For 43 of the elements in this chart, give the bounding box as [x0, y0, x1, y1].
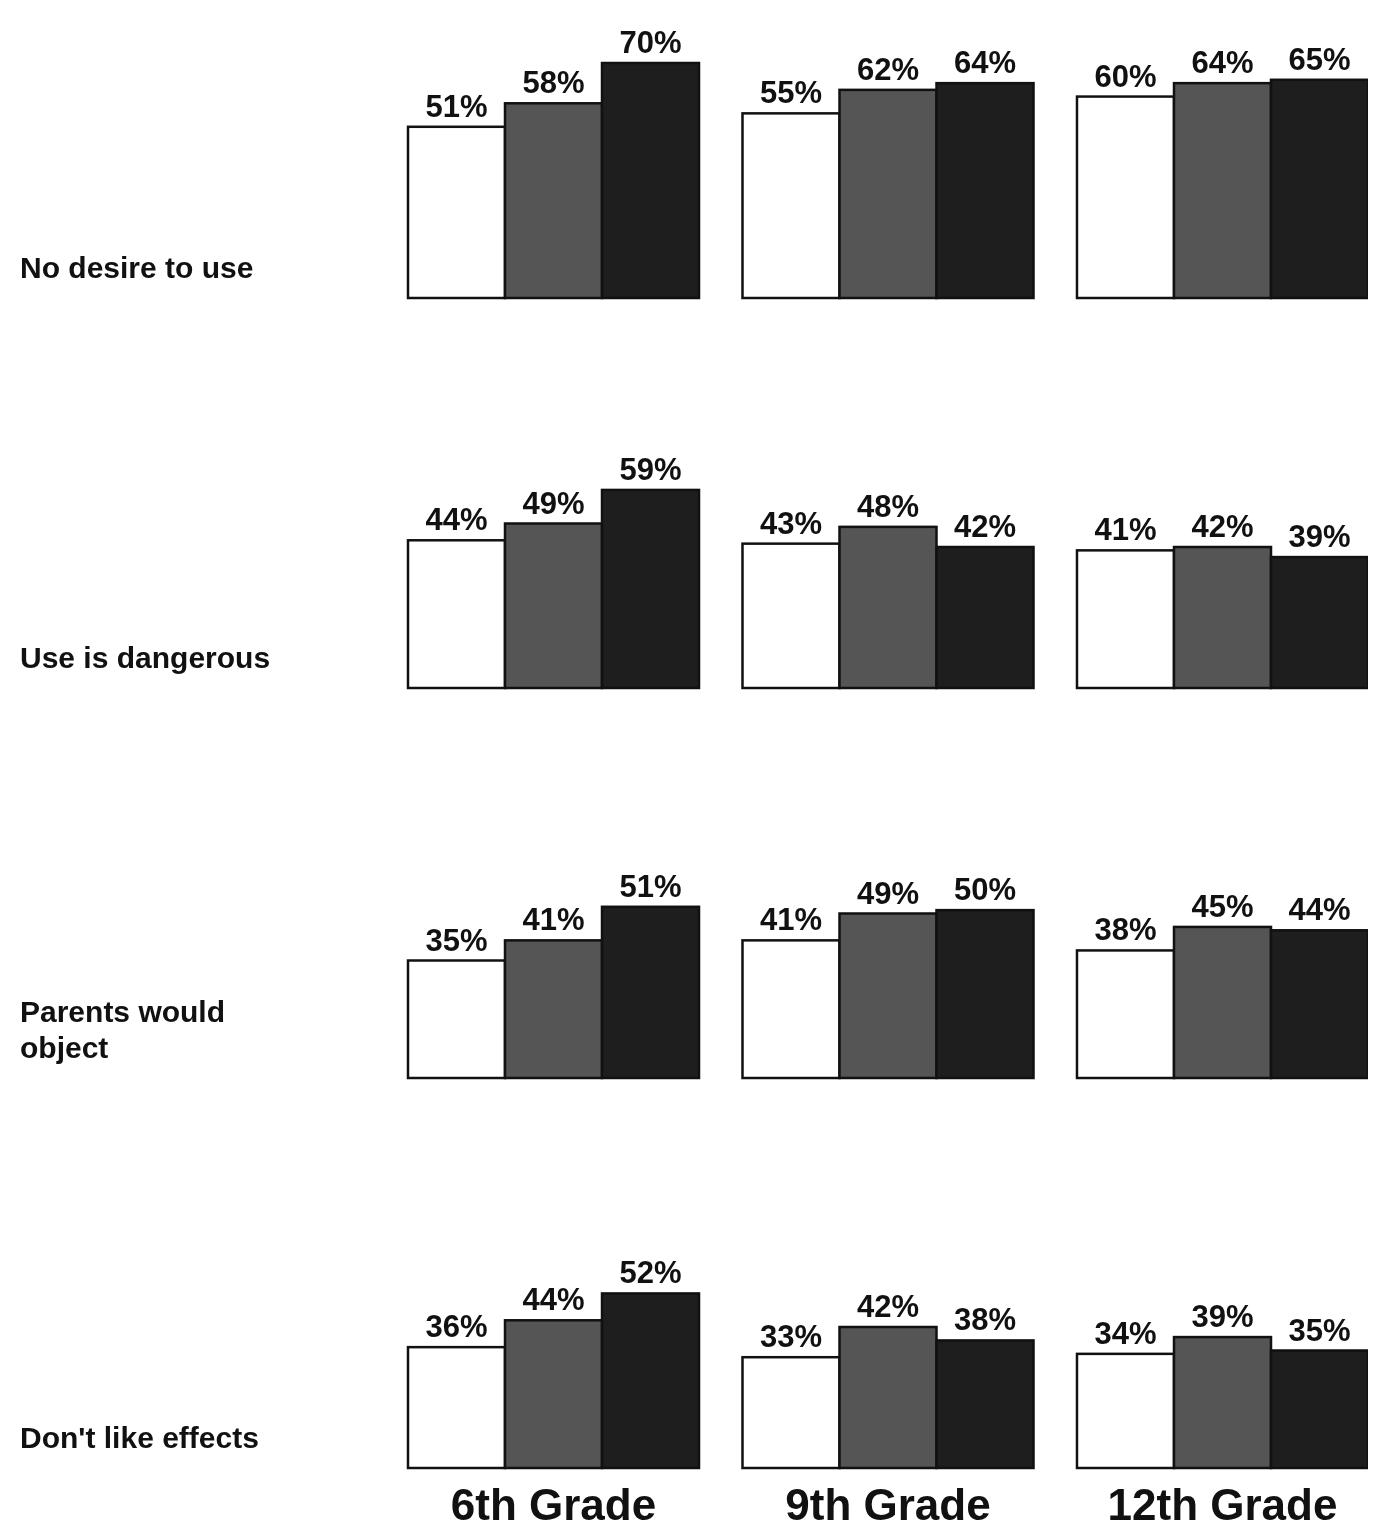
data-label: 41% — [759, 902, 823, 938]
data-label: 52% — [619, 1255, 682, 1291]
data-label: 44% — [425, 502, 488, 538]
data-label: 48% — [856, 488, 920, 524]
data-label: 43% — [759, 505, 823, 541]
data-label: 44% — [522, 1282, 585, 1318]
data-label: 62% — [856, 51, 920, 87]
data-label: 42% — [856, 1289, 920, 1324]
data-label: 42% — [953, 509, 1017, 544]
data-label: 64% — [953, 45, 1017, 81]
data-label: 39% — [1288, 519, 1351, 555]
data-label: 41% — [522, 902, 585, 938]
data-label: 35% — [425, 922, 488, 958]
x-tick-label: 9th Grade — [785, 1480, 991, 1529]
data-label: 34% — [1094, 1315, 1157, 1351]
x-tick-label: 12th Grade — [1107, 1480, 1338, 1529]
y-axis-title: Use is dangerous — [20, 641, 271, 674]
data-label: 58% — [522, 65, 585, 101]
y-axis-title: No desire to use — [20, 251, 254, 284]
data-label: 41% — [1094, 512, 1157, 548]
data-label: 38% — [953, 1302, 1017, 1338]
data-label: 33% — [759, 1319, 823, 1355]
data-label: 42% — [1191, 509, 1254, 544]
data-label: 49% — [522, 485, 585, 521]
data-label: 60% — [1094, 58, 1157, 94]
data-label: 45% — [1191, 888, 1254, 924]
data-label: 70% — [619, 25, 682, 60]
data-label: 59% — [619, 451, 682, 487]
data-label: 55% — [759, 75, 823, 111]
data-label: 38% — [1094, 912, 1157, 948]
y-axis-title: Parents would object — [20, 995, 226, 1064]
data-label: 50% — [953, 872, 1017, 908]
y-axis-title: Don't like effects — [20, 1421, 259, 1454]
data-label: 51% — [425, 88, 488, 124]
data-label: 39% — [1191, 1299, 1254, 1335]
data-label: 44% — [1288, 892, 1351, 928]
data-label: 35% — [1288, 1312, 1351, 1348]
data-label: 64% — [1191, 45, 1254, 81]
data-label: 49% — [856, 875, 920, 911]
data-label: 51% — [619, 868, 682, 904]
data-label: 65% — [1288, 41, 1351, 77]
data-label: 36% — [425, 1309, 488, 1345]
x-tick-label: 6th Grade — [450, 1480, 657, 1529]
